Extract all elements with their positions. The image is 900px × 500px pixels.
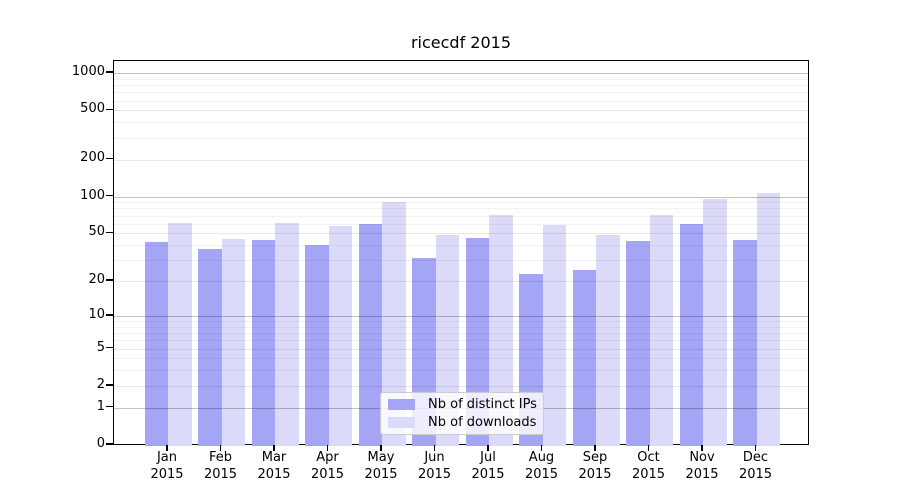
bar-nb-of-downloads-mar-2015 [275, 222, 299, 446]
legend-label-distinct-ips: Nb of distinct IPs [428, 397, 537, 413]
bar-nb-of-distinct-ips-may-2015 [358, 223, 382, 446]
x-tick-label-may: May 2015 [364, 450, 398, 482]
x-tick-mark-4 [326, 445, 329, 451]
y-tick-label-200: 200 [80, 150, 105, 166]
x-tick-label-dec: Dec 2015 [738, 450, 773, 482]
y-tick-mark-10 [106, 314, 113, 316]
x-tick-label-mar: Mar 2015 [257, 450, 291, 482]
bar-nb-of-distinct-ips-mar-2015 [251, 240, 275, 446]
bar-nb-of-distinct-ips-jan-2015 [144, 242, 168, 446]
bar-nb-of-distinct-ips-sep-2015 [572, 269, 596, 446]
bar-nb-of-downloads-oct-2015 [649, 215, 673, 446]
x-tick-mark-11 [701, 445, 703, 451]
x-tick-mark-2 [219, 445, 222, 451]
y-tick-label-1: 1 [96, 398, 105, 414]
y-tick-label-50: 50 [88, 224, 105, 240]
x-tick-mark-8 [540, 445, 543, 451]
bar-nb-of-distinct-ips-feb-2015 [198, 249, 222, 446]
bar-nb-of-downloads-feb-2015 [221, 238, 245, 446]
legend: Nb of distinct IPs Nb of downloads [380, 392, 544, 435]
x-tick-mark-3 [273, 445, 275, 451]
x-tick-mark-9 [594, 445, 596, 451]
x-tick-label-oct: Oct 2015 [631, 450, 666, 482]
bar-nb-of-downloads-nov-2015 [703, 199, 727, 446]
bar-nb-of-downloads-may-2015 [382, 202, 406, 446]
y-tick-label-100: 100 [80, 187, 105, 203]
legend-label-downloads: Nb of downloads [428, 414, 537, 430]
x-tick-mark-5 [380, 445, 382, 451]
y-tick-mark-20 [106, 279, 113, 281]
bar-nb-of-downloads-jul-2015 [489, 214, 513, 446]
bar-nb-of-downloads-sep-2015 [596, 235, 620, 446]
y-tick-label-20: 20 [88, 272, 105, 288]
bar-nb-of-distinct-ips-dec-2015 [733, 240, 757, 446]
y-tick-label-10: 10 [88, 306, 105, 322]
x-tick-label-sep: Sep 2015 [578, 450, 612, 482]
x-tick-mark-12 [754, 445, 757, 451]
x-tick-mark-1 [166, 445, 168, 451]
y-tick-mark-50 [106, 231, 113, 234]
chart-title: ricecdf 2015 [410, 33, 512, 52]
y-tick-mark-1000 [106, 71, 113, 73]
legend-swatch-distinct-ips [388, 399, 415, 411]
y-tick-mark-5 [106, 346, 113, 349]
y-tick-mark-2 [106, 384, 113, 386]
bar-nb-of-distinct-ips-nov-2015 [679, 223, 703, 446]
legend-row: Nb of distinct IPs [388, 397, 537, 413]
x-tick-label-jun: Jun 2015 [417, 450, 452, 482]
y-tick-label-500: 500 [80, 101, 105, 117]
y-tick-mark-0 [106, 443, 113, 445]
x-tick-label-jan: Jan 2015 [150, 450, 184, 482]
y-tick-label-5: 5 [96, 339, 105, 355]
y-tick-mark-1 [106, 405, 113, 408]
x-tick-label-apr: Apr 2015 [310, 450, 345, 482]
y-tick-label-0: 0 [96, 436, 105, 451]
x-tick-label-nov: Nov 2015 [685, 450, 719, 482]
bar-nb-of-distinct-ips-oct-2015 [626, 241, 650, 446]
y-tick-mark-200 [106, 157, 113, 160]
legend-swatch-downloads [388, 416, 415, 428]
bar-nb-of-downloads-jan-2015 [168, 222, 192, 446]
x-tick-mark-7 [487, 445, 489, 451]
x-tick-mark-10 [647, 445, 650, 451]
y-tick-mark-500 [106, 108, 113, 111]
bar-nb-of-downloads-dec-2015 [756, 193, 780, 446]
y-tick-label-1000: 1000 [71, 64, 105, 80]
bar-nb-of-distinct-ips-apr-2015 [305, 245, 329, 446]
bars-layer [114, 61, 808, 446]
x-tick-label-jul: Jul 2015 [471, 450, 505, 482]
plot-area: Nb of distinct IPs Nb of downloads [113, 60, 809, 446]
y-tick-mark-100 [106, 194, 113, 197]
x-tick-mark-6 [433, 445, 436, 451]
x-tick-label-aug: Aug 2015 [524, 450, 559, 482]
bar-nb-of-downloads-apr-2015 [328, 226, 352, 446]
y-tick-label-2: 2 [96, 376, 105, 392]
x-tick-label-feb: Feb 2015 [203, 450, 238, 482]
bar-nb-of-downloads-aug-2015 [542, 224, 566, 446]
legend-row: Nb of downloads [388, 415, 536, 430]
